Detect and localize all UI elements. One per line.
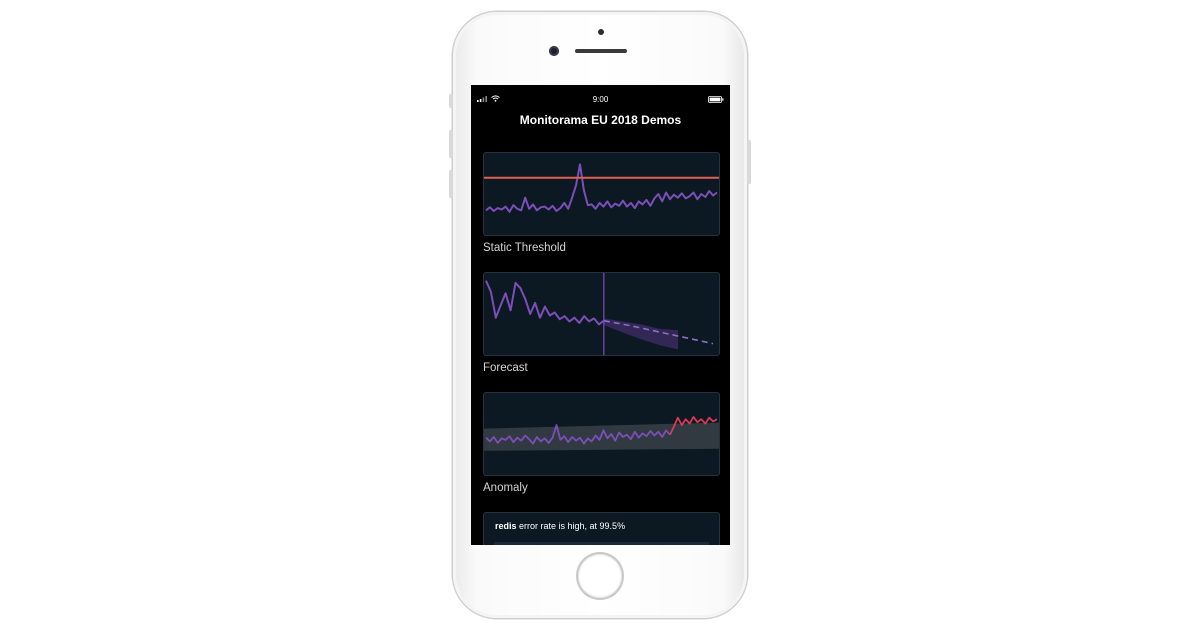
phone-screen: 9:00 Monitorama EU 2018 Demos Static Thr… <box>471 85 730 545</box>
volume-switch <box>449 94 453 108</box>
home-button[interactable] <box>578 554 622 598</box>
proximity-sensor <box>598 29 604 35</box>
anomaly-line <box>669 416 718 436</box>
series-line <box>485 163 718 213</box>
signal-icon <box>477 96 487 102</box>
static-threshold-label: Static Threshold <box>483 242 566 254</box>
status-bar: 9:00 <box>471 94 730 106</box>
alert-card[interactable]: redis error rate is high, at 99.5% <box>483 512 720 545</box>
battery-icon <box>708 96 724 103</box>
forecast-line <box>603 319 714 345</box>
series-line <box>485 280 605 326</box>
anomaly-card[interactable] <box>483 392 720 476</box>
power-button <box>747 140 751 184</box>
volume-up-button <box>449 130 453 158</box>
alert-message: redis error rate is high, at 99.5% <box>495 521 625 531</box>
forecast-label: Forecast <box>483 362 528 374</box>
forecast-band <box>603 318 679 350</box>
anomaly-label: Anomaly <box>483 482 528 494</box>
forecast-card[interactable] <box>483 272 720 356</box>
alert-text: error rate is high, at 99.5% <box>516 521 626 531</box>
volume-down-button <box>449 170 453 198</box>
page-title: Monitorama EU 2018 Demos <box>519 113 682 127</box>
alert-progress-track <box>494 542 709 545</box>
anomaly-chart <box>484 416 719 451</box>
static-threshold-chart <box>484 163 719 213</box>
forecast-chart <box>485 273 714 355</box>
front-camera <box>549 46 559 56</box>
alert-service: redis <box>495 521 517 531</box>
wifi-icon <box>491 95 500 102</box>
status-time: 9:00 <box>592 95 609 104</box>
static-threshold-card[interactable] <box>483 152 720 236</box>
series-line <box>485 424 671 445</box>
earpiece-speaker <box>575 49 627 53</box>
